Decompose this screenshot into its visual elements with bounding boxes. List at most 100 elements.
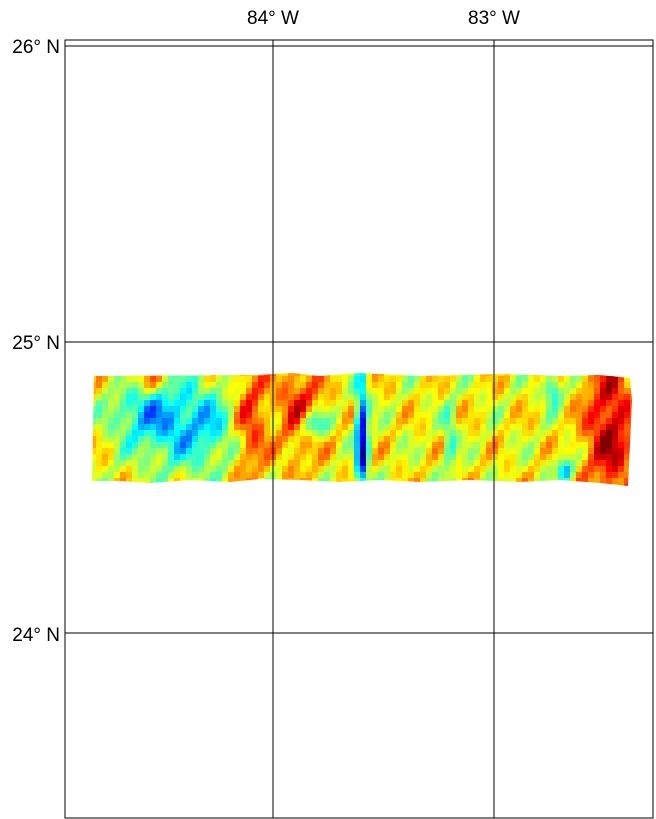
swath-cell bbox=[546, 373, 553, 377]
swath-cell bbox=[540, 388, 547, 395]
swath-cell bbox=[546, 430, 553, 437]
swath-cell bbox=[534, 424, 541, 431]
swath-cell bbox=[582, 448, 589, 455]
swath-cell bbox=[468, 406, 475, 413]
swath-cell bbox=[408, 466, 415, 473]
swath-cell bbox=[264, 388, 271, 395]
swath-cell bbox=[234, 472, 241, 479]
swath-cell bbox=[132, 382, 139, 389]
swath-cell bbox=[390, 373, 397, 377]
swath-cell bbox=[558, 460, 565, 467]
swath-cell bbox=[390, 424, 397, 431]
swath-cell bbox=[384, 442, 391, 449]
swath-cell bbox=[210, 388, 217, 395]
swath-cell bbox=[432, 436, 439, 443]
swath-cell bbox=[294, 454, 301, 461]
swath-cell bbox=[288, 442, 295, 449]
swath-cell bbox=[534, 412, 541, 419]
swath-cell bbox=[420, 382, 427, 389]
swath-cell bbox=[312, 376, 319, 383]
swath-cell bbox=[318, 472, 325, 479]
swath-cell bbox=[534, 460, 541, 467]
swath-cell bbox=[258, 418, 265, 425]
swath-cell bbox=[576, 373, 583, 377]
swath-cell bbox=[612, 472, 619, 479]
swath-cell bbox=[432, 373, 439, 377]
swath-cell bbox=[408, 412, 415, 419]
swath-cell bbox=[150, 430, 157, 437]
swath-cell bbox=[186, 376, 193, 383]
swath-cell bbox=[366, 484, 373, 486]
swath-cell bbox=[174, 412, 181, 419]
swath-cell bbox=[588, 424, 595, 431]
swath-cell bbox=[360, 418, 367, 425]
swath-cell bbox=[204, 424, 211, 431]
swath-cell bbox=[342, 394, 349, 401]
swath-cell bbox=[588, 430, 595, 437]
swath-cell bbox=[120, 412, 127, 419]
swath-cell bbox=[360, 448, 367, 455]
swath-cell bbox=[276, 436, 283, 443]
swath-cell bbox=[252, 406, 259, 413]
swath-cell bbox=[480, 448, 487, 455]
swath-cell bbox=[210, 406, 217, 413]
swath-cell bbox=[378, 382, 385, 389]
swath-cell bbox=[264, 376, 271, 383]
swath-cell bbox=[318, 454, 325, 461]
swath-cell bbox=[306, 442, 313, 449]
swath-cell bbox=[600, 436, 607, 443]
swath-cell bbox=[618, 436, 625, 443]
swath-cell bbox=[360, 406, 367, 413]
swath-cell bbox=[216, 454, 223, 461]
swath-cell bbox=[450, 412, 457, 419]
swath-cell bbox=[354, 478, 361, 485]
swath-cell bbox=[624, 448, 631, 455]
swath-cell bbox=[564, 400, 571, 407]
swath-cell bbox=[618, 373, 625, 377]
swath-cell bbox=[564, 418, 571, 425]
swath-cell bbox=[618, 412, 625, 419]
swath-cell bbox=[252, 442, 259, 449]
swath-cell bbox=[564, 484, 571, 486]
swath-cell bbox=[390, 448, 397, 455]
swath-cell bbox=[144, 472, 151, 479]
swath-cell bbox=[606, 472, 613, 479]
swath-cell bbox=[510, 382, 517, 389]
swath-cell bbox=[306, 376, 313, 383]
swath-cell bbox=[150, 472, 157, 479]
swath-cell bbox=[456, 412, 463, 419]
swath-cell bbox=[492, 376, 499, 383]
swath-cell bbox=[414, 376, 421, 383]
swath-cell bbox=[600, 382, 607, 389]
swath-cell bbox=[390, 376, 397, 383]
swath-cell bbox=[180, 406, 187, 413]
swath-cell bbox=[618, 442, 625, 449]
swath-cell bbox=[288, 472, 295, 479]
swath-cell bbox=[198, 436, 205, 443]
swath-cell bbox=[558, 376, 565, 383]
swath-cell bbox=[288, 400, 295, 407]
swath-cell bbox=[414, 442, 421, 449]
swath-cell bbox=[216, 478, 223, 485]
swath-cell bbox=[552, 454, 559, 461]
swath-cell bbox=[162, 406, 169, 413]
swath-cell bbox=[474, 454, 481, 461]
swath-cell bbox=[474, 424, 481, 431]
swath-cell bbox=[258, 376, 265, 383]
swath-cell bbox=[396, 436, 403, 443]
swath-cell bbox=[504, 454, 511, 461]
swath-cell bbox=[222, 430, 229, 437]
swath-cell bbox=[426, 388, 433, 395]
swath-cell bbox=[366, 466, 373, 473]
swath-cell bbox=[216, 448, 223, 455]
swath-cell bbox=[288, 382, 295, 389]
swath-cell bbox=[606, 484, 613, 486]
swath-cell bbox=[510, 448, 517, 455]
swath-cell bbox=[198, 382, 205, 389]
swath-cell bbox=[576, 484, 583, 486]
swath-cell bbox=[420, 436, 427, 443]
swath-cell bbox=[282, 430, 289, 437]
swath-cell bbox=[210, 484, 217, 486]
swath-cell bbox=[492, 418, 499, 425]
swath-cell bbox=[168, 382, 175, 389]
